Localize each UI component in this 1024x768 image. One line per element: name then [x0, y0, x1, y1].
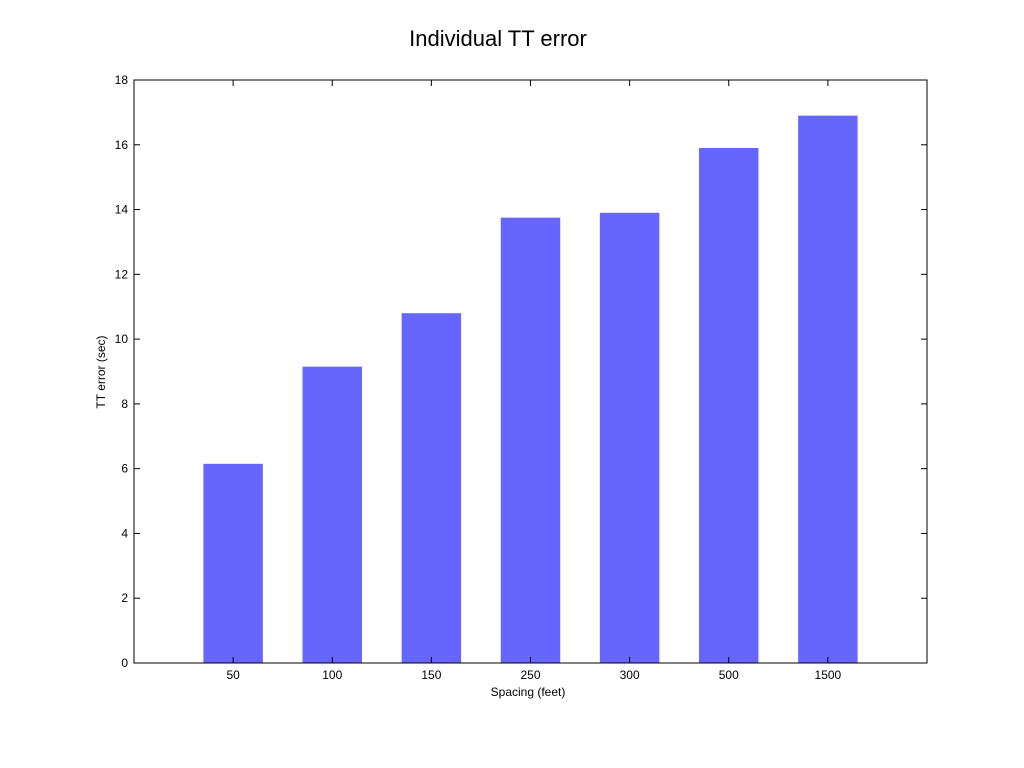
- y-tick-label: 12: [115, 267, 129, 281]
- ticks-group: 50 100 150 250 300 500 1500 0 2 4 6 8 10 12 14 16 18: [115, 73, 927, 682]
- bar-500: [699, 148, 759, 663]
- y-tick-label: 14: [115, 203, 129, 217]
- y-axis-label: TT error (sec): [94, 335, 108, 408]
- bar-300: [599, 212, 660, 664]
- x-axis-label: Spacing (feet): [491, 685, 566, 699]
- chart-title: Individual TT error: [409, 26, 587, 51]
- plot-area-frame: [133, 79, 928, 664]
- y-tick-label: 0: [121, 656, 128, 670]
- bar-1500: [798, 115, 858, 663]
- x-tick-label: 100: [322, 668, 342, 682]
- y-tick-label: 8: [121, 397, 128, 411]
- x-tick-label: 50: [226, 668, 240, 682]
- bar-150: [401, 313, 462, 663]
- y-tick-label: 6: [121, 462, 128, 476]
- y-tick-label: 16: [115, 138, 129, 152]
- y-tick-label: 10: [115, 332, 129, 346]
- y-tick-label: 2: [121, 591, 128, 605]
- x-tick-label: 150: [421, 668, 441, 682]
- y-tick-label: 18: [115, 73, 129, 87]
- x-tick-label: 250: [520, 668, 540, 682]
- x-tick-label: 1500: [815, 668, 842, 682]
- x-tick-label: 500: [719, 668, 739, 682]
- bars-group: [203, 115, 858, 664]
- x-tick-label: 300: [620, 668, 640, 682]
- y-tick-label: 4: [121, 526, 128, 540]
- bar-250: [500, 217, 561, 663]
- bar-50: [203, 463, 263, 663]
- bar-100: [302, 366, 362, 663]
